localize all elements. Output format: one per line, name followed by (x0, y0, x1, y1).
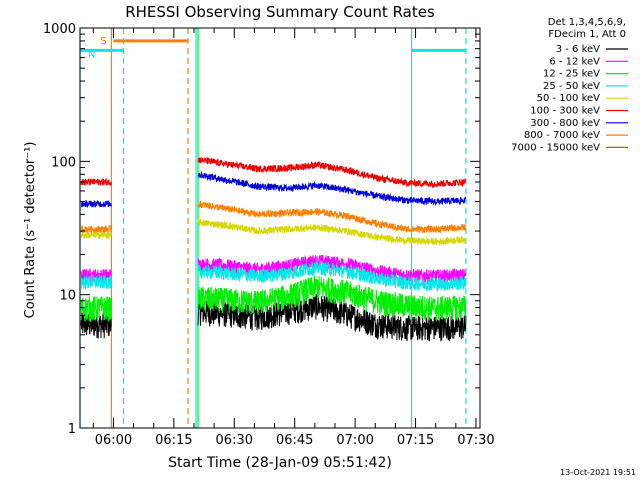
footer-date: 13-Oct-2021 19:51 (560, 468, 636, 477)
legend-entry-label: 50 - 100 keV (537, 93, 601, 104)
legend-entry-label: 3 - 6 keV (556, 44, 600, 55)
plot-area: SN (79, 28, 467, 428)
y-tick-label: 1000 (43, 22, 76, 37)
series-trace-7-post (197, 200, 467, 235)
x-tick-label: 06:45 (276, 433, 313, 448)
legend-entry-label: 12 - 25 keV (543, 69, 600, 80)
x-axis-label: Start Time (28-Jan-09 05:51:42) (168, 455, 392, 471)
series-trace-2-pre (80, 296, 112, 322)
x-tick-label: 07:00 (336, 433, 373, 448)
series-trace-4-post (197, 218, 467, 247)
legend-entry-label: 6 - 12 keV (549, 56, 600, 67)
y-tick-label: 1 (68, 422, 76, 437)
legend-header-line: FDecim 1, Att 0 (548, 29, 626, 40)
series-trace-3-pre (80, 273, 112, 290)
x-tick-label: 06:30 (216, 433, 253, 448)
series-trace-3-post (197, 260, 467, 292)
series-trace-5-post (197, 155, 467, 189)
y-tick-label: 100 (51, 155, 76, 170)
legend: Det 1,3,4,5,6,9,FDecim 1, Att 0 3 - 6 keV… (511, 17, 628, 153)
y-axis-label: Count Rate (s⁻¹ detector⁻¹) (23, 142, 38, 319)
x-tick-label: 07:30 (457, 433, 494, 448)
flag-label: N (88, 49, 95, 60)
series-trace-6-pre (80, 200, 112, 208)
legend-entry-label: 800 - 7000 keV (524, 130, 600, 141)
series-trace-5-pre (80, 177, 112, 186)
axes: 1 10 100 1000 06:00 06:15 06:30 06:45 07:00 07:15… (43, 22, 495, 448)
legend-header-line: Det 1,3,4,5,6,9, (548, 17, 626, 28)
series-trace-1-pre (80, 268, 112, 283)
flag-label: S (100, 36, 106, 47)
legend-entry-label: 300 - 800 keV (530, 118, 600, 129)
series-trace-7-pre (80, 224, 112, 234)
series-trace-2-post (197, 275, 467, 322)
plot-frame (79, 27, 481, 429)
legend-entry-label: 100 - 300 keV (530, 106, 600, 117)
series-trace-6-post (197, 171, 467, 207)
x-tick-label: 06:15 (155, 433, 192, 448)
legend-entry-label: 25 - 50 keV (543, 81, 600, 92)
x-tick-label: 07:15 (397, 433, 434, 448)
series-trace-4-pre (80, 231, 112, 240)
legend-entry-label: 7000 - 15000 keV (511, 142, 600, 153)
chart-title: RHESSI Observing Summary Count Rates (125, 3, 435, 21)
y-tick-label: 10 (59, 289, 76, 304)
x-tick-label: 06:00 (95, 433, 132, 448)
